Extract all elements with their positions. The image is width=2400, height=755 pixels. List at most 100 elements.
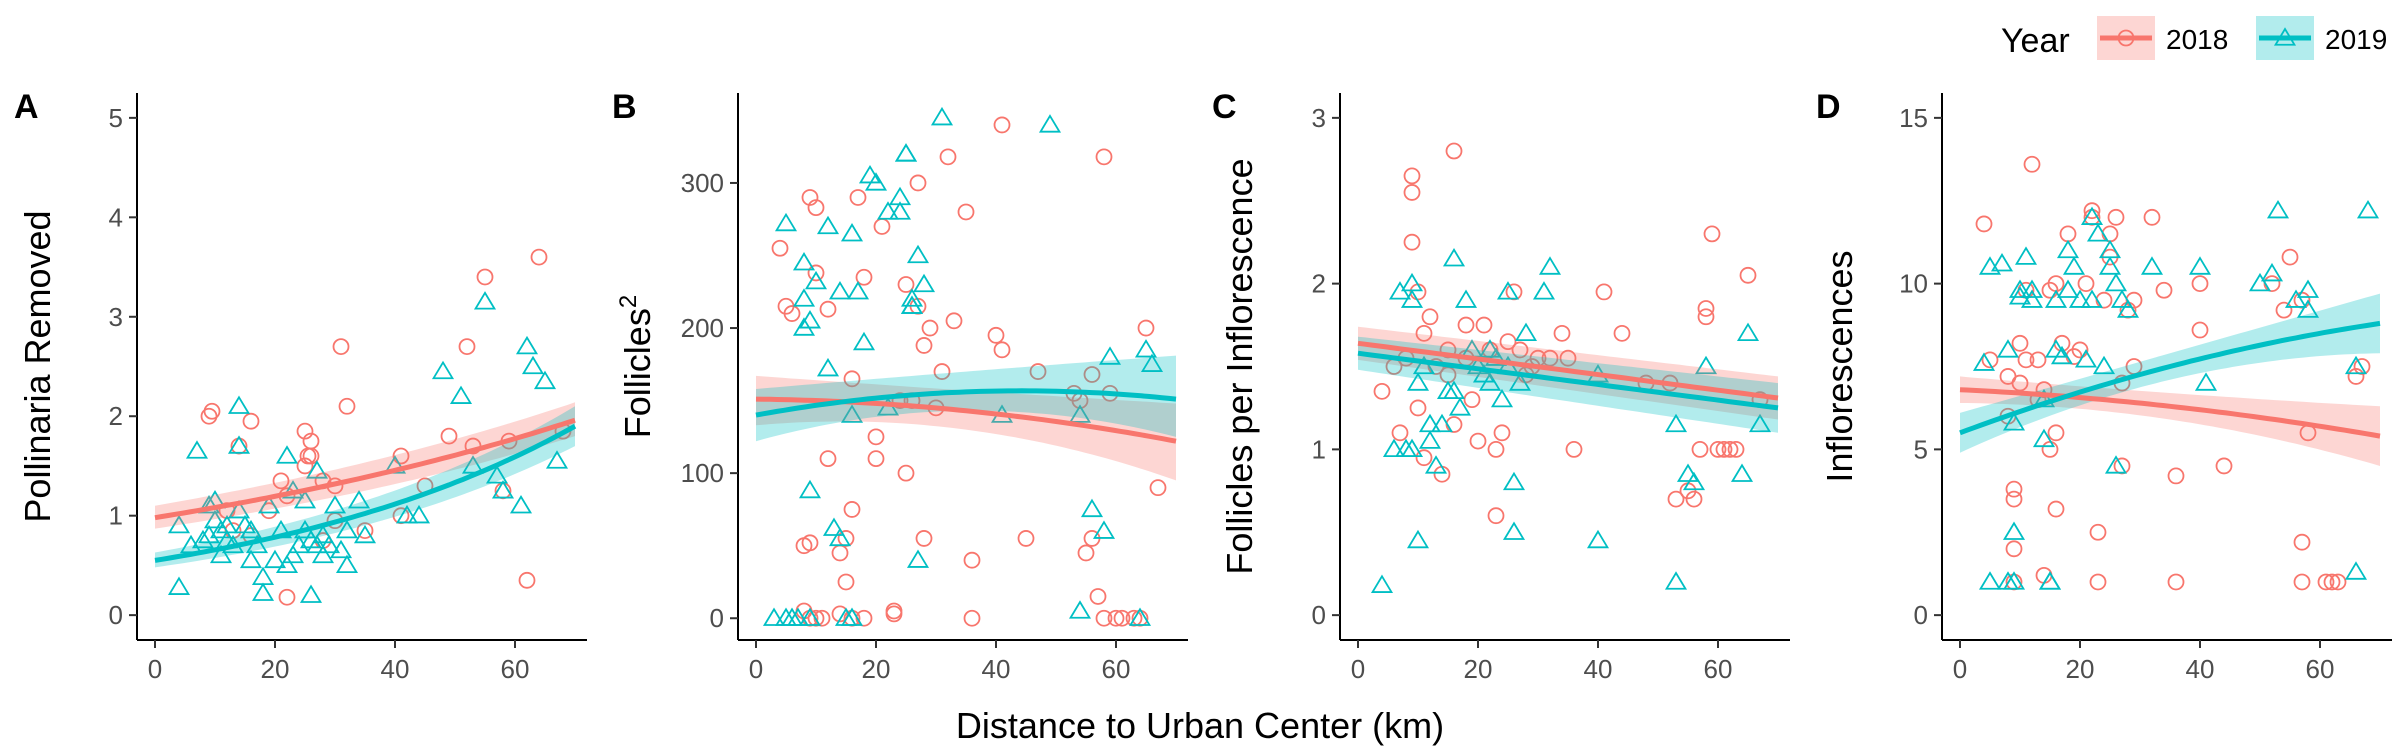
x-tick-label: 20 bbox=[261, 654, 290, 684]
y-tick-label: 2 bbox=[1312, 269, 1326, 299]
data-point bbox=[1682, 471, 1706, 491]
data-point bbox=[1140, 353, 1164, 372]
data-point bbox=[843, 370, 861, 388]
data-point bbox=[792, 288, 816, 307]
data-point bbox=[798, 607, 822, 626]
legend-label-2018: 2018 bbox=[2166, 24, 2228, 55]
data-point bbox=[1487, 440, 1505, 458]
data-point bbox=[2008, 279, 2032, 298]
data-point bbox=[2080, 289, 2104, 308]
data-point bbox=[2038, 571, 2062, 590]
fit-line-2018 bbox=[755, 396, 1177, 444]
data-point bbox=[888, 201, 912, 220]
data-point bbox=[353, 524, 377, 544]
data-point bbox=[299, 584, 323, 603]
data-point bbox=[167, 514, 191, 534]
data-point bbox=[1083, 366, 1101, 383]
data-point bbox=[2050, 345, 2074, 365]
data-point bbox=[1403, 184, 1421, 201]
data-point bbox=[1080, 498, 1104, 518]
data-point bbox=[1029, 363, 1047, 380]
data-point bbox=[515, 335, 539, 355]
panel-d: 0 5 10 15 0 20 40 60 D Inflorescences bbox=[1816, 88, 2392, 684]
data-point bbox=[885, 605, 903, 623]
data-point bbox=[1068, 404, 1092, 423]
data-point bbox=[239, 519, 263, 539]
data-point bbox=[2071, 341, 2089, 359]
data-point bbox=[1508, 372, 1532, 391]
data-point bbox=[774, 212, 798, 232]
data-point bbox=[792, 252, 816, 271]
data-point bbox=[846, 281, 870, 300]
data-point bbox=[2023, 155, 2041, 173]
points-2019 bbox=[1972, 199, 2380, 590]
fit-line-2018 bbox=[154, 417, 576, 521]
data-point bbox=[293, 490, 317, 509]
data-point bbox=[1406, 529, 1430, 549]
data-point bbox=[1559, 349, 1577, 367]
data-point bbox=[921, 319, 939, 337]
data-point bbox=[2275, 301, 2293, 319]
data-point bbox=[335, 554, 359, 574]
data-point bbox=[1502, 521, 1526, 540]
data-point bbox=[1595, 283, 1613, 301]
data-point bbox=[305, 460, 329, 479]
fit-line-2019 bbox=[1959, 320, 2381, 436]
data-point bbox=[167, 576, 191, 595]
y-axis-title: Follicles2 bbox=[615, 295, 658, 438]
data-point bbox=[2140, 256, 2164, 275]
data-point bbox=[2155, 281, 2173, 299]
data-point bbox=[1565, 440, 1583, 458]
data-point bbox=[2020, 279, 2044, 298]
data-point bbox=[2284, 289, 2308, 308]
data-point bbox=[2329, 573, 2347, 591]
data-point bbox=[509, 494, 533, 514]
data-point bbox=[897, 464, 915, 482]
data-point bbox=[392, 447, 410, 465]
x-tick-label: 60 bbox=[1704, 654, 1733, 684]
data-point bbox=[491, 480, 515, 499]
x-tick-label: 40 bbox=[2186, 654, 2215, 684]
data-point bbox=[1478, 372, 1502, 391]
x-tick-label: 60 bbox=[1102, 654, 1131, 684]
data-point bbox=[897, 276, 915, 293]
data-point bbox=[1586, 529, 1610, 549]
data-point bbox=[2068, 289, 2092, 308]
data-point bbox=[2005, 540, 2023, 558]
data-point bbox=[2188, 256, 2212, 275]
data-point bbox=[2296, 279, 2320, 298]
data-point bbox=[2344, 561, 2368, 580]
data-point bbox=[1442, 248, 1466, 267]
data-point bbox=[2083, 202, 2101, 220]
panel-b: 0 100 200 300 0 20 40 60 B Follicles2 bbox=[612, 88, 1188, 684]
data-point bbox=[1972, 352, 1996, 371]
y-tick-label: 200 bbox=[681, 313, 724, 343]
data-point bbox=[1403, 167, 1421, 185]
data-point bbox=[203, 509, 227, 529]
y-tick-label: 3 bbox=[1312, 103, 1326, 133]
data-point bbox=[185, 440, 209, 459]
data-point bbox=[2104, 455, 2128, 474]
data-point bbox=[864, 172, 888, 191]
data-point bbox=[1541, 349, 1559, 367]
data-point bbox=[900, 288, 924, 307]
data-point bbox=[2002, 412, 2026, 431]
data-point bbox=[840, 404, 864, 423]
data-point bbox=[1697, 300, 1715, 317]
data-point bbox=[816, 215, 840, 235]
data-point bbox=[2056, 279, 2080, 298]
data-point bbox=[801, 189, 819, 206]
x-tick-label: 60 bbox=[501, 654, 530, 684]
data-point bbox=[2116, 299, 2140, 318]
x-tick-label: 60 bbox=[2306, 654, 2335, 684]
data-point bbox=[2215, 457, 2233, 475]
data-point bbox=[2032, 428, 2056, 448]
x-tick-label: 0 bbox=[148, 654, 162, 684]
data-point bbox=[1463, 391, 1481, 409]
data-point bbox=[2047, 500, 2065, 518]
data-point bbox=[2032, 388, 2056, 408]
data-point bbox=[2323, 573, 2341, 591]
data-point bbox=[338, 397, 356, 415]
data-point bbox=[945, 312, 963, 330]
